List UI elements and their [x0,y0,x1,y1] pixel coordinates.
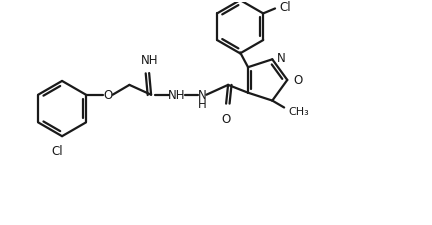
Text: NH: NH [140,54,158,67]
Text: H: H [198,98,207,111]
Text: O: O [222,112,231,125]
Text: Cl: Cl [279,1,291,14]
Text: O: O [293,74,302,87]
Text: N: N [277,52,286,65]
Text: N: N [198,89,207,102]
Text: Cl: Cl [51,144,63,157]
Text: CH₃: CH₃ [288,107,309,117]
Text: O: O [103,89,112,102]
Text: NH: NH [168,89,185,102]
